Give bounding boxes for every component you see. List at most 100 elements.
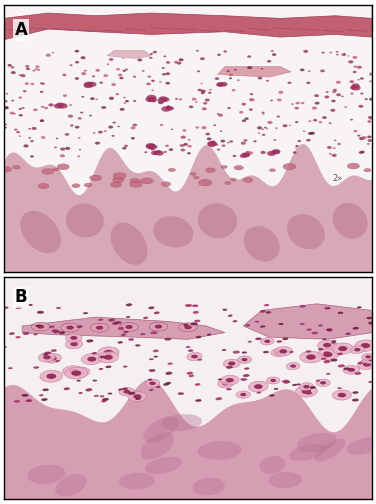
Ellipse shape	[334, 342, 337, 343]
Ellipse shape	[103, 356, 105, 358]
Ellipse shape	[106, 399, 109, 400]
Ellipse shape	[28, 137, 31, 139]
Ellipse shape	[313, 387, 316, 389]
Ellipse shape	[192, 98, 196, 101]
Ellipse shape	[152, 90, 154, 91]
Ellipse shape	[109, 319, 115, 322]
Ellipse shape	[332, 340, 336, 342]
Ellipse shape	[237, 351, 240, 353]
Ellipse shape	[106, 64, 109, 65]
Ellipse shape	[296, 384, 300, 386]
Ellipse shape	[11, 71, 16, 74]
Ellipse shape	[146, 83, 151, 85]
Ellipse shape	[369, 98, 374, 101]
Ellipse shape	[61, 323, 79, 332]
Ellipse shape	[196, 50, 199, 52]
Ellipse shape	[297, 140, 301, 142]
Ellipse shape	[55, 360, 59, 362]
Ellipse shape	[190, 172, 196, 175]
Ellipse shape	[223, 308, 227, 311]
Ellipse shape	[186, 372, 190, 374]
Ellipse shape	[199, 179, 212, 186]
Ellipse shape	[171, 129, 173, 130]
Ellipse shape	[329, 52, 332, 53]
Ellipse shape	[260, 310, 262, 312]
Ellipse shape	[91, 352, 94, 354]
Ellipse shape	[149, 382, 156, 385]
Ellipse shape	[118, 74, 123, 77]
Ellipse shape	[332, 343, 353, 354]
Ellipse shape	[272, 395, 275, 396]
Ellipse shape	[59, 332, 62, 334]
Ellipse shape	[338, 311, 343, 314]
Ellipse shape	[315, 380, 318, 382]
Ellipse shape	[17, 401, 20, 402]
Ellipse shape	[318, 121, 322, 123]
Ellipse shape	[343, 365, 360, 374]
Ellipse shape	[230, 178, 237, 181]
Ellipse shape	[350, 93, 353, 95]
Ellipse shape	[149, 358, 153, 360]
Ellipse shape	[121, 334, 126, 336]
Ellipse shape	[16, 131, 20, 133]
Ellipse shape	[333, 89, 337, 91]
Ellipse shape	[118, 389, 120, 390]
Ellipse shape	[179, 98, 182, 100]
Ellipse shape	[119, 388, 135, 396]
Ellipse shape	[163, 384, 166, 385]
Ellipse shape	[253, 140, 257, 142]
Ellipse shape	[332, 390, 352, 400]
Ellipse shape	[98, 319, 100, 321]
Ellipse shape	[258, 133, 260, 134]
Ellipse shape	[123, 365, 127, 367]
Text: 2»: 2»	[332, 174, 343, 183]
Ellipse shape	[266, 311, 271, 313]
Ellipse shape	[178, 392, 184, 395]
Ellipse shape	[313, 119, 317, 121]
Ellipse shape	[101, 319, 103, 321]
Ellipse shape	[100, 395, 104, 397]
Ellipse shape	[222, 349, 224, 351]
Ellipse shape	[223, 50, 227, 53]
Ellipse shape	[48, 352, 52, 354]
Ellipse shape	[126, 316, 130, 318]
Ellipse shape	[71, 367, 90, 377]
Ellipse shape	[338, 352, 343, 355]
Ellipse shape	[364, 168, 371, 172]
Ellipse shape	[306, 351, 308, 352]
Ellipse shape	[146, 317, 148, 319]
Ellipse shape	[258, 77, 262, 80]
Ellipse shape	[86, 340, 89, 342]
Ellipse shape	[165, 72, 170, 75]
Ellipse shape	[322, 116, 327, 119]
Ellipse shape	[56, 138, 58, 139]
Ellipse shape	[338, 393, 346, 397]
Ellipse shape	[143, 317, 146, 319]
Ellipse shape	[83, 312, 88, 314]
Ellipse shape	[45, 399, 48, 401]
Ellipse shape	[154, 311, 159, 314]
Ellipse shape	[263, 310, 266, 312]
Ellipse shape	[4, 306, 8, 309]
Ellipse shape	[158, 150, 160, 152]
Ellipse shape	[218, 113, 223, 116]
Ellipse shape	[150, 53, 153, 55]
Ellipse shape	[111, 135, 115, 137]
Ellipse shape	[174, 61, 179, 64]
Ellipse shape	[145, 380, 160, 388]
Ellipse shape	[97, 395, 99, 397]
Ellipse shape	[59, 307, 61, 309]
Ellipse shape	[336, 93, 341, 96]
Ellipse shape	[197, 359, 200, 360]
Ellipse shape	[366, 317, 369, 319]
Ellipse shape	[332, 90, 337, 93]
Ellipse shape	[126, 304, 129, 306]
Ellipse shape	[281, 324, 284, 325]
Ellipse shape	[360, 151, 365, 153]
Ellipse shape	[180, 149, 185, 152]
Ellipse shape	[328, 307, 331, 309]
Ellipse shape	[309, 351, 311, 352]
Ellipse shape	[168, 362, 173, 365]
Ellipse shape	[370, 317, 373, 319]
Ellipse shape	[331, 342, 334, 343]
